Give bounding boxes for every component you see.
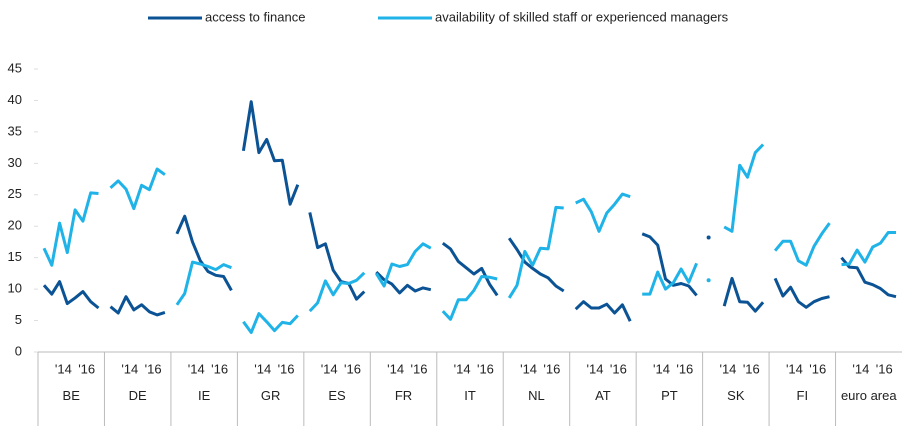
group-label: IE xyxy=(197,388,211,403)
group-label: PT xyxy=(661,388,678,403)
series-line xyxy=(42,191,99,267)
y-tick-label: 40 xyxy=(8,92,22,107)
series-line xyxy=(308,212,366,301)
y-tick-label: 10 xyxy=(8,281,22,296)
x-tick-label: '16 xyxy=(211,361,228,376)
x-tick-label: '14 xyxy=(188,361,205,376)
y-tick-label: 25 xyxy=(8,186,22,201)
series-line xyxy=(773,222,831,267)
group-label: euro area xyxy=(840,388,897,403)
series-line xyxy=(42,280,100,310)
series-line xyxy=(242,312,299,334)
group-label: FR xyxy=(394,388,413,403)
x-tick-label: '16 xyxy=(477,361,494,376)
data-point xyxy=(706,278,711,283)
x-tick-label: '16 xyxy=(876,361,893,376)
y-tick-label: 0 xyxy=(15,343,22,358)
group-label: NL xyxy=(528,388,545,403)
x-tick-label: '14 xyxy=(454,361,471,376)
series-line xyxy=(641,232,698,297)
series-line xyxy=(441,275,498,321)
group-label: IT xyxy=(464,388,476,403)
series-line xyxy=(773,277,830,309)
group-label: BE xyxy=(62,388,80,403)
y-tick-label: 35 xyxy=(8,123,22,138)
x-tick-label: '14 xyxy=(254,361,271,376)
series-line xyxy=(642,262,698,296)
series-line xyxy=(308,271,366,313)
x-tick-label: '14 xyxy=(321,361,338,376)
series-line xyxy=(507,205,564,299)
series-line xyxy=(241,100,300,206)
x-tick-label: '16 xyxy=(344,361,361,376)
x-tick-label: '14 xyxy=(520,361,537,376)
x-tick-label: '16 xyxy=(78,361,95,376)
y-tick-label: 45 xyxy=(8,60,22,75)
y-tick-label: 30 xyxy=(8,155,22,170)
x-tick-label: '14 xyxy=(587,361,604,376)
y-tick-label: 15 xyxy=(8,249,22,264)
legend-label: access to finance xyxy=(205,9,305,24)
x-tick-label: '16 xyxy=(610,361,627,376)
series-line xyxy=(840,256,897,299)
x-tick-label: '14 xyxy=(121,361,138,376)
group-label: SK xyxy=(727,388,745,403)
y-tick-label: 20 xyxy=(8,218,22,233)
x-tick-label: '16 xyxy=(676,361,693,376)
group-label: DE xyxy=(128,388,147,403)
series-line xyxy=(175,260,232,306)
x-tick-label: '14 xyxy=(55,361,72,376)
group-label: ES xyxy=(328,388,346,403)
group-label: FI xyxy=(796,388,809,403)
x-tick-label: '14 xyxy=(719,361,736,376)
series-line xyxy=(441,241,499,297)
x-tick-label: '14 xyxy=(786,361,803,376)
x-tick-label: '16 xyxy=(543,361,560,376)
series-line xyxy=(841,231,896,267)
group-label: GR xyxy=(260,388,281,403)
series-line xyxy=(109,167,166,211)
x-tick-label: '14 xyxy=(653,361,670,376)
data-point xyxy=(706,235,711,240)
x-tick-label: '14 xyxy=(852,361,869,376)
series-line xyxy=(574,300,632,322)
x-tick-label: '16 xyxy=(809,361,826,376)
series-line xyxy=(175,214,233,292)
series-line xyxy=(507,237,565,293)
series-line xyxy=(575,192,631,233)
legend-label: availability of skilled staff or experie… xyxy=(435,9,729,24)
group-label: AT xyxy=(595,388,611,403)
x-tick-label: '14 xyxy=(387,361,404,376)
series-line xyxy=(109,295,166,317)
x-tick-label: '16 xyxy=(278,361,295,376)
x-tick-label: '16 xyxy=(411,361,428,376)
series-line xyxy=(375,242,432,288)
series-line xyxy=(722,276,765,313)
series-line xyxy=(723,143,765,233)
x-tick-label: '16 xyxy=(145,361,162,376)
y-tick-label: 5 xyxy=(15,312,22,327)
x-tick-label: '16 xyxy=(743,361,760,376)
